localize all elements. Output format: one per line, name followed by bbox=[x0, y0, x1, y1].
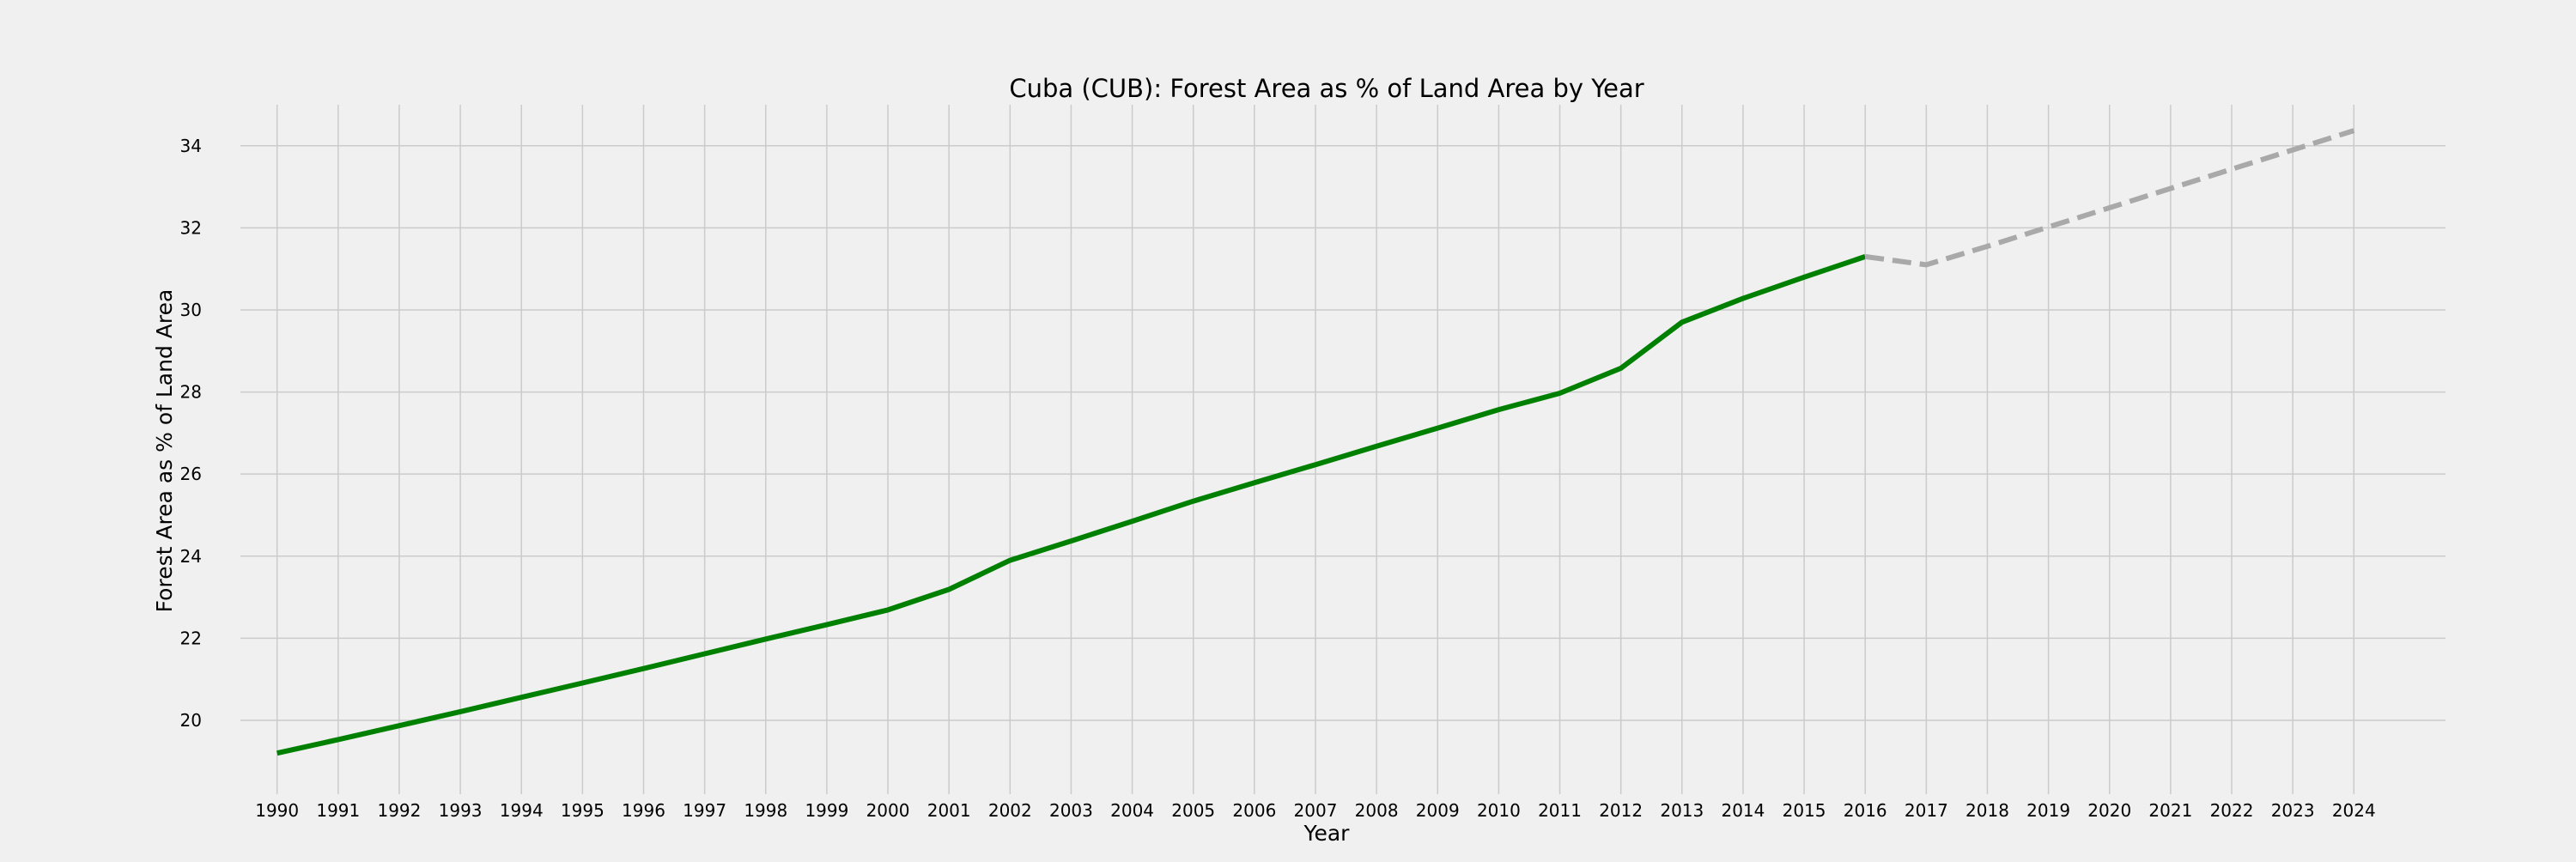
x-tick-label: 1997 bbox=[683, 800, 726, 821]
x-tick-label: 2007 bbox=[1294, 800, 1338, 821]
x-axis-label: Year bbox=[1303, 821, 1351, 846]
x-tick-label: 2003 bbox=[1049, 800, 1093, 821]
x-tick-label: 2004 bbox=[1110, 800, 1154, 821]
x-tick-label: 1991 bbox=[316, 800, 360, 821]
x-tick-label: 2015 bbox=[1783, 800, 1826, 821]
x-tick-label: 2023 bbox=[2271, 800, 2315, 821]
x-tick-label: 1993 bbox=[439, 800, 483, 821]
y-tick-label: 32 bbox=[180, 217, 202, 238]
tick-labels: 1990 1991 1992 1993 1994 1995 1996 1997 1998 1999… bbox=[180, 136, 2376, 821]
x-tick-label: 2008 bbox=[1355, 800, 1399, 821]
y-tick-label: 28 bbox=[180, 382, 202, 403]
historical-series-line bbox=[276, 254, 1867, 756]
y-tick-label: 24 bbox=[180, 546, 202, 567]
x-tick-label: 2019 bbox=[2026, 800, 2070, 821]
x-tick-label: 2021 bbox=[2148, 800, 2192, 821]
x-tick-label: 2006 bbox=[1232, 800, 1276, 821]
x-tick-label: 1998 bbox=[744, 800, 787, 821]
y-tick-label: 26 bbox=[180, 464, 202, 484]
x-tick-label: 2002 bbox=[988, 800, 1032, 821]
x-tick-label: 1999 bbox=[805, 800, 848, 821]
x-tick-label: 2001 bbox=[927, 800, 971, 821]
grid bbox=[240, 105, 2445, 794]
series-layer bbox=[276, 128, 2355, 756]
x-tick-label: 1995 bbox=[561, 800, 605, 821]
x-tick-label: 1990 bbox=[255, 800, 299, 821]
y-tick-label: 34 bbox=[180, 136, 202, 156]
x-tick-label: 2005 bbox=[1171, 800, 1215, 821]
projection-series-line bbox=[1864, 128, 2355, 268]
x-tick-label: 2022 bbox=[2210, 800, 2254, 821]
x-tick-label: 2011 bbox=[1538, 800, 1582, 821]
x-tick-label: 2024 bbox=[2332, 800, 2376, 821]
chart-title: Cuba (CUB): Forest Area as % of Land Are… bbox=[1009, 74, 1643, 103]
y-tick-label: 30 bbox=[180, 300, 202, 320]
x-tick-label: 2000 bbox=[866, 800, 910, 821]
x-tick-label: 2017 bbox=[1905, 800, 1948, 821]
x-tick-label: 2010 bbox=[1477, 800, 1521, 821]
x-tick-label: 1994 bbox=[500, 800, 544, 821]
x-tick-label: 2013 bbox=[1660, 800, 1704, 821]
x-tick-label: 1996 bbox=[622, 800, 665, 821]
x-tick-label: 2012 bbox=[1599, 800, 1643, 821]
y-axis-label: Forest Area as % of Land Area bbox=[152, 289, 177, 613]
y-tick-label: 20 bbox=[180, 710, 202, 731]
x-tick-label: 2018 bbox=[1965, 800, 2009, 821]
x-tick-label: 2009 bbox=[1416, 800, 1460, 821]
x-tick-label: 1992 bbox=[377, 800, 421, 821]
x-tick-label: 2016 bbox=[1844, 800, 1887, 821]
x-tick-label: 2014 bbox=[1721, 800, 1765, 821]
x-tick-label: 2020 bbox=[2087, 800, 2131, 821]
y-tick-label: 22 bbox=[180, 628, 202, 648]
